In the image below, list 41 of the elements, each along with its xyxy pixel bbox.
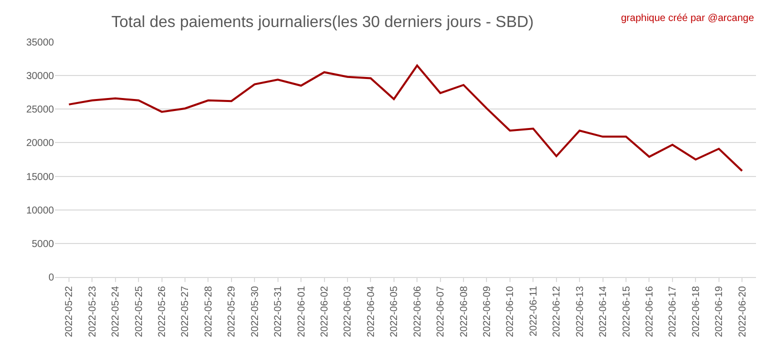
x-tick-label: 2022-05-26 [157, 286, 168, 338]
line-series [68, 64, 744, 172]
x-tick-label: 2022-06-12 [552, 286, 563, 338]
x-tick-label: 2022-06-04 [366, 286, 377, 338]
x-tick-label: 2022-05-31 [273, 286, 284, 338]
x-tick-label: 2022-06-20 [737, 286, 748, 338]
y-tick-label: 15000 [26, 172, 54, 183]
chart-title: Total des paiements journaliers(les 30 derniers jours - SBD) [111, 14, 534, 31]
x-tick-label: 2022-06-05 [389, 286, 400, 338]
x-tick-label: 2022-06-14 [598, 286, 610, 338]
x-tick-label: 2022-05-22 [64, 286, 76, 338]
x-tick-label: 2022-05-30 [250, 286, 261, 338]
x-tick-label: 2022-05-23 [87, 286, 98, 338]
x-tick-label: 2022-05-24 [110, 286, 122, 338]
y-tick-label: 25000 [26, 104, 54, 116]
x-tick-label: 2022-05-28 [203, 286, 214, 338]
x-tick-label: 2022-05-27 [180, 286, 192, 338]
x-tick-label: 2022-06-08 [458, 286, 470, 338]
x-tick-label: 2022-06-15 [621, 286, 632, 338]
x-tick-label: 2022-05-25 [134, 286, 145, 338]
y-tick-label: 5000 [32, 238, 54, 250]
x-tick-label: 2022-06-03 [342, 286, 354, 338]
x-tick-label: 2022-06-11 [528, 286, 540, 336]
y-tick-label: 35000 [26, 38, 54, 48]
x-tick-label: 2022-06-07 [436, 286, 447, 338]
x-tick-label: 2022-06-10 [505, 286, 516, 338]
x-tick-label: 2022-06-16 [644, 286, 656, 338]
x-tick-label: 2022-06-09 [482, 286, 493, 338]
y-tick-label: 0 [48, 272, 54, 284]
x-tick-label: 2022-05-29 [226, 286, 238, 338]
y-tick-label: 30000 [26, 71, 54, 82]
x-tick-label: 2022-06-18 [690, 286, 702, 338]
x-tick-label: 2022-06-13 [574, 286, 586, 338]
x-tick-label: 2022-06-17 [668, 286, 679, 338]
x-tick-label: 2022-06-01 [296, 286, 308, 338]
y-tick-label: 10000 [26, 205, 54, 216]
x-tick-label: 2022-06-19 [714, 286, 726, 338]
x-tick-label: 2022-06-02 [320, 286, 331, 338]
x-tick-label: 2022-06-06 [412, 286, 424, 338]
y-tick-label: 20000 [26, 138, 54, 150]
text: graphique créé par @arcange [621, 13, 754, 24]
